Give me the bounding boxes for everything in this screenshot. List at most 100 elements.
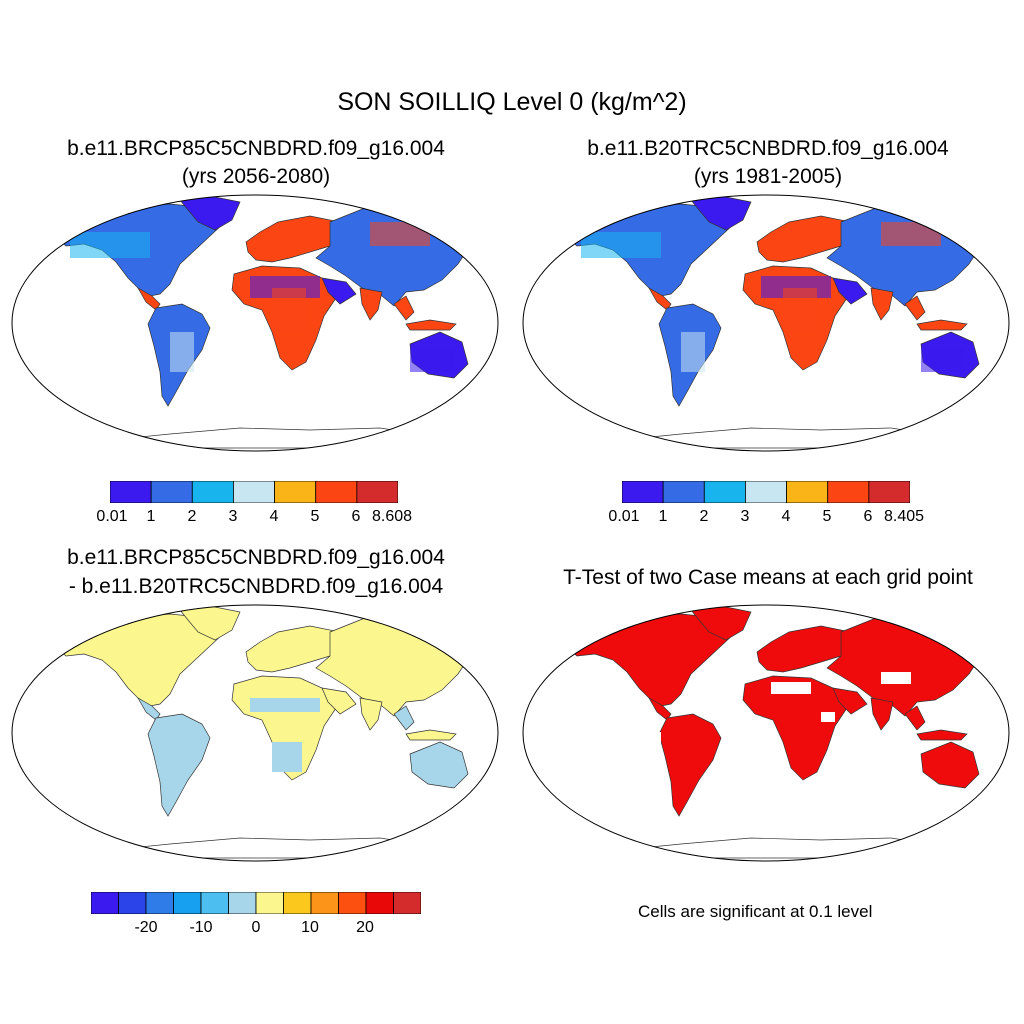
colorbar-historical-label: 2 bbox=[699, 508, 709, 525]
map-border bbox=[11, 194, 499, 452]
value-patch bbox=[272, 288, 306, 330]
continent-africa bbox=[742, 675, 848, 781]
map-ttest bbox=[522, 604, 1010, 862]
nonsignificant-patch bbox=[641, 732, 661, 748]
continent-centralAmerica bbox=[137, 697, 161, 721]
colorbar-future bbox=[110, 481, 398, 503]
colorbar-box bbox=[91, 892, 119, 914]
continent-antarctica bbox=[109, 427, 432, 449]
nonsignificant-patch bbox=[821, 712, 835, 722]
colorbar-box bbox=[365, 892, 394, 914]
value-patch bbox=[581, 232, 661, 258]
colorbar-future-label: 1 bbox=[146, 508, 156, 525]
colorbar-difference-label: 20 bbox=[356, 919, 374, 936]
panel-ttest: T-Test of two Case means at each grid po… bbox=[512, 512, 1024, 1024]
colorbar-box bbox=[338, 892, 367, 914]
colorbar-difference bbox=[91, 892, 421, 914]
continent-seAsia bbox=[904, 295, 926, 321]
colorbar-historical-label: 5 bbox=[822, 508, 832, 525]
continent-indonesia bbox=[405, 319, 457, 331]
colorbar-future-label: 6 bbox=[351, 508, 361, 525]
panel-historical-title-line2: (yrs 1981-2005) bbox=[693, 165, 843, 188]
panel-difference-title-line1: b.e11.BRCP85C5CNBDRD.f09_g16.004 bbox=[67, 546, 445, 569]
panel-historical: b.e11.B20TRC5CNBDRD.f09_g16.004 (yrs 198… bbox=[512, 0, 1024, 512]
continent-india bbox=[870, 287, 894, 321]
colorbar-difference-label: -10 bbox=[189, 919, 213, 936]
colorbar-box bbox=[200, 892, 229, 914]
colorbar-future-label: 3 bbox=[228, 508, 238, 525]
colorbar-historical bbox=[622, 481, 910, 503]
colorbar-box bbox=[827, 481, 870, 503]
panel-ttest-title: T-Test of two Case means at each grid po… bbox=[563, 566, 973, 589]
continent-centralAmerica bbox=[137, 287, 161, 311]
value-patch bbox=[783, 288, 817, 330]
colorbar-box bbox=[745, 481, 787, 503]
colorbar-future-label: 2 bbox=[187, 508, 197, 525]
continent-seAsia bbox=[393, 705, 415, 731]
continent-arabia bbox=[321, 687, 357, 715]
continent-australia bbox=[920, 741, 980, 789]
value-patch bbox=[170, 332, 194, 372]
colorbar-historical-label: 0.01 bbox=[608, 508, 640, 525]
value-patch bbox=[410, 348, 454, 372]
colorbar-box bbox=[191, 481, 234, 503]
colorbar-historical-label: 3 bbox=[740, 508, 750, 525]
continent-southAmerica bbox=[658, 713, 722, 817]
continent-indonesia bbox=[916, 319, 968, 331]
ttest-note: Cells are significant at 0.1 level bbox=[638, 902, 873, 921]
continent-antarctica bbox=[620, 837, 943, 859]
colorbar-box bbox=[228, 892, 257, 914]
panel-future-title-line2: (yrs 2056-2080) bbox=[181, 165, 331, 188]
colorbar-future-label: 4 bbox=[269, 508, 279, 525]
colorbar-box bbox=[622, 481, 664, 503]
colorbar-box bbox=[393, 892, 421, 914]
panel-historical-title-line1: b.e11.B20TRC5CNBDRD.f09_g16.004 bbox=[587, 137, 949, 160]
colorbar-box bbox=[283, 892, 312, 914]
colorbar-difference-label: -20 bbox=[134, 919, 158, 936]
colorbar-box bbox=[356, 481, 398, 503]
colorbar-box bbox=[315, 481, 358, 503]
figure-title: SON SOILLIQ Level 0 (kg/m^2) bbox=[337, 88, 687, 116]
colorbar-historical-label: 8.405 bbox=[883, 508, 925, 525]
colorbar-box bbox=[118, 892, 147, 914]
colorbar-box bbox=[255, 892, 284, 914]
map-border bbox=[522, 194, 1010, 452]
continent-indonesia bbox=[916, 729, 968, 741]
colorbar-difference-label: 10 bbox=[301, 919, 319, 936]
colorbar-box bbox=[173, 892, 202, 914]
continent-antarctica bbox=[620, 427, 943, 449]
colorbar-box bbox=[110, 481, 152, 503]
continent-southAmerica bbox=[147, 713, 211, 817]
map-future bbox=[11, 194, 499, 452]
colorbar-box bbox=[703, 481, 746, 503]
map-historical bbox=[522, 194, 1010, 452]
continent-seAsia bbox=[393, 295, 415, 321]
colorbar-historical-label: 4 bbox=[781, 508, 791, 525]
continent-centralAmerica bbox=[648, 697, 672, 721]
value-patch bbox=[70, 232, 150, 258]
continent-arabia bbox=[832, 277, 868, 305]
colorbar-historical-label: 1 bbox=[658, 508, 668, 525]
continent-indonesia bbox=[405, 729, 457, 741]
value-patch bbox=[370, 222, 430, 246]
colorbar-historical-label: 6 bbox=[863, 508, 873, 525]
colorbar-box bbox=[150, 481, 193, 503]
colorbar-future-label: 8.608 bbox=[371, 508, 413, 525]
colorbar-box bbox=[868, 481, 910, 503]
nonsignificant-patch bbox=[881, 672, 911, 684]
panel-difference-title-line2: - b.e11.B20TRC5CNBDRD.f09_g16.004 bbox=[68, 575, 444, 598]
continent-arabia bbox=[321, 277, 357, 305]
colorbar-box bbox=[274, 481, 317, 503]
colorbar-box bbox=[662, 481, 705, 503]
colorbar-future-label: 5 bbox=[310, 508, 320, 525]
panel-future-title-line1: b.e11.BRCP85C5CNBDRD.f09_g16.004 bbox=[67, 137, 445, 160]
continent-centralAmerica bbox=[648, 287, 672, 311]
map-border bbox=[522, 604, 1010, 862]
value-patch bbox=[681, 332, 705, 372]
map-border bbox=[11, 604, 499, 862]
continent-australia bbox=[409, 741, 469, 789]
colorbar-box bbox=[786, 481, 829, 503]
continent-seAsia bbox=[904, 705, 926, 731]
nonsignificant-patch bbox=[771, 682, 811, 694]
colorbar-box bbox=[233, 481, 275, 503]
